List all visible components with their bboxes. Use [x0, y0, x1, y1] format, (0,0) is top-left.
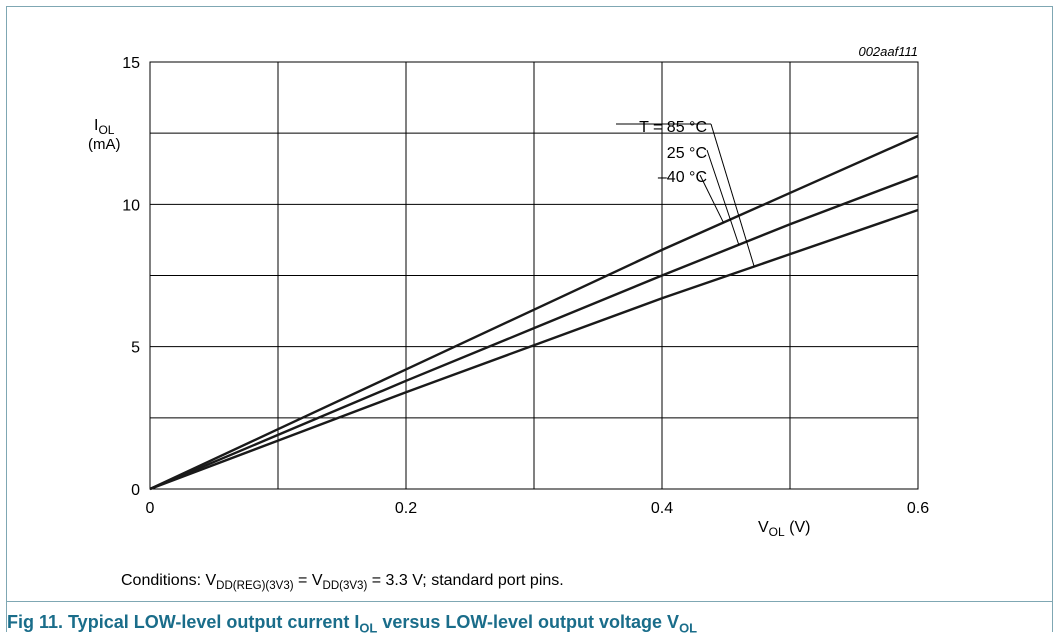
y-axis-label: IOL — [94, 117, 115, 137]
series-annotation: 25 °C — [667, 145, 707, 162]
plot-border — [149, 61, 919, 490]
x-tick-label: 0.2 — [395, 500, 417, 517]
series-line — [149, 208, 919, 491]
figure-frame — [6, 6, 1053, 632]
annotation-leader — [699, 174, 724, 223]
annotations: T = 85 °C 25 °C –40 °C — [616, 119, 755, 267]
figure-caption: Fig 11. Typical LOW-level output current… — [7, 612, 698, 636]
y-tick-label: 15 — [122, 55, 140, 72]
x-tick-label: 0.4 — [651, 500, 673, 517]
x-tick-label: 0.6 — [907, 500, 929, 517]
annotation-leader — [710, 123, 755, 267]
grid — [150, 62, 918, 489]
x-tick-label: 0 — [146, 500, 155, 517]
series-line — [149, 174, 919, 491]
series-line — [149, 134, 919, 491]
y-tick-label: 0 — [131, 482, 140, 499]
caption-rule — [6, 601, 1053, 637]
series-annotation: T = 85 °C — [639, 119, 707, 136]
y-axis-unit: (mA) — [88, 136, 121, 153]
chart-id: 002aaf111 — [858, 44, 918, 59]
conditions-note: Conditions: VDD(REG)(3V3) = VDD(3V3) = 3… — [121, 572, 564, 593]
annotation-leader — [706, 149, 740, 245]
chart: 0 0.2 0.4 0.6 0 5 10 15 T = 85 °C 25 °C –40 °C 00… — [88, 44, 929, 539]
y-tick-label: 10 — [122, 197, 140, 214]
series-annotation: –40 °C — [658, 169, 707, 186]
x-axis-label: VOL (V) — [758, 519, 810, 539]
series-group — [149, 134, 919, 491]
y-tick-label: 5 — [131, 340, 140, 357]
tick-labels: 0 0.2 0.4 0.6 0 5 10 15 — [122, 55, 929, 517]
